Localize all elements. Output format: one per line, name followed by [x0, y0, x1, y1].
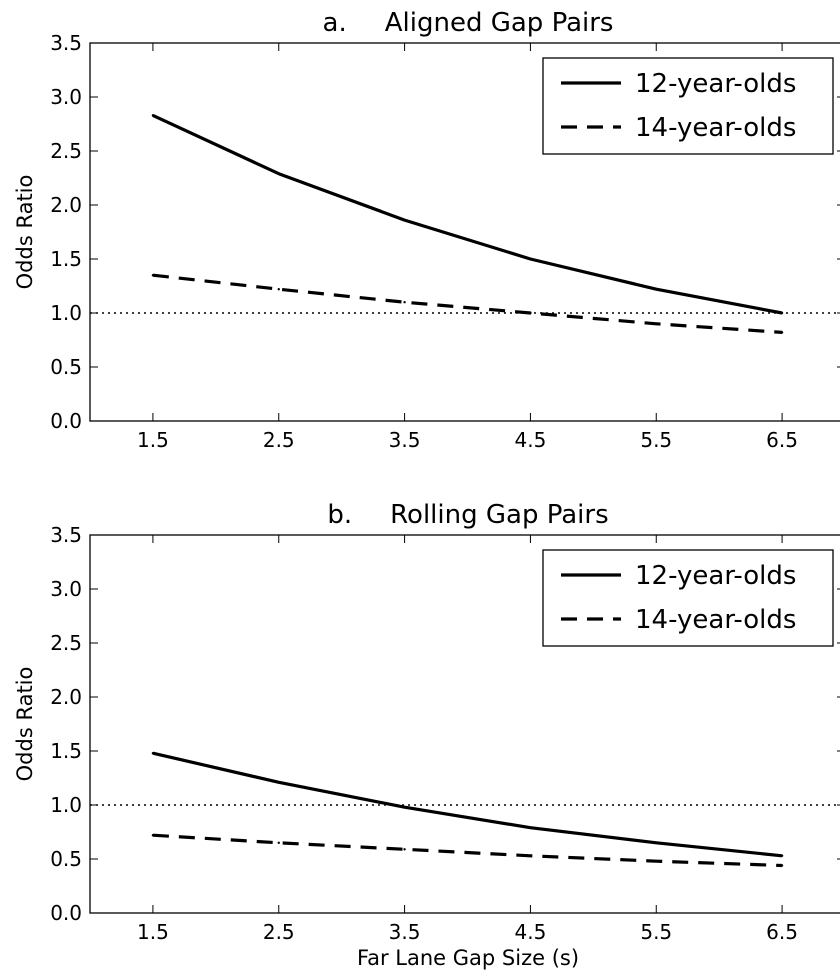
- data-point: [655, 841, 658, 844]
- panel-letter: a.: [323, 8, 347, 38]
- x-tick-label: 2.5: [263, 920, 295, 944]
- panel-title: a. Aligned Gap Pairs: [323, 8, 614, 38]
- y-tick-label: 2.0: [50, 193, 82, 217]
- y-tick-label: 1.0: [50, 301, 82, 325]
- data-point: [403, 218, 406, 222]
- legend-box: [542, 549, 834, 647]
- data-point: [529, 854, 532, 857]
- data-point: [655, 859, 658, 863]
- y-tick-label: 1.5: [50, 247, 82, 271]
- y-tick-label: 3.5: [50, 31, 82, 55]
- legend-label: 14-year-olds: [635, 605, 796, 635]
- series-line-14-year-olds: [152, 273, 783, 334]
- data-point: [403, 805, 406, 809]
- data-point: [529, 311, 532, 315]
- legend: 12-year-olds 14-year-olds: [542, 57, 834, 155]
- y-tick-label: 2.5: [50, 631, 82, 655]
- data-point: [151, 834, 155, 837]
- series-line-12-year-olds: [152, 751, 783, 858]
- panel-title-text: Aligned Gap Pairs: [385, 8, 614, 38]
- legend-box: [542, 57, 834, 155]
- x-tick-label: 3.5: [389, 920, 421, 944]
- data-point: [277, 781, 280, 784]
- y-tick-label: 1.0: [50, 793, 82, 817]
- axes-frame: [89, 534, 840, 914]
- x-tick-label: 5.5: [640, 920, 672, 944]
- y-tick-label: 1.5: [50, 739, 82, 763]
- data-point: [780, 854, 784, 857]
- series-line-12-year-olds: [152, 113, 783, 315]
- data-point: [151, 751, 155, 755]
- x-tick-label: 1.5: [137, 428, 169, 452]
- x-tick-label: 4.5: [515, 428, 547, 452]
- x-tick-label: 6.5: [766, 428, 798, 452]
- legend-label: 12-year-olds: [635, 69, 796, 99]
- x-tick-label: 1.5: [137, 920, 169, 944]
- x-tick-label: 6.5: [766, 920, 798, 944]
- data-point: [151, 274, 155, 277]
- y-axis-label: Odds Ratio: [13, 175, 37, 290]
- panel-b: b. Rolling Gap Pairs 0.0 0.5 1.0 1.5 2.0 2.5 3.0…: [13, 500, 840, 970]
- panel-letter: b.: [327, 500, 352, 530]
- y-tick-label: 2.0: [50, 685, 82, 709]
- data-point: [655, 322, 658, 325]
- y-tick-label: 0.0: [50, 409, 82, 433]
- panel-title: b. Rolling Gap Pairs: [327, 500, 608, 530]
- y-axis-label: Odds Ratio: [13, 667, 37, 782]
- data-point: [780, 331, 784, 334]
- data-point: [277, 288, 280, 291]
- legend-label: 12-year-olds: [635, 561, 796, 591]
- data-point: [151, 114, 155, 117]
- y-tick-label: 0.5: [50, 355, 82, 379]
- legend-label: 14-year-olds: [635, 113, 796, 143]
- x-tick-label: 4.5: [515, 920, 547, 944]
- panel-a: a. Aligned Gap Pairs 0.0 0.5 1.0 1.5 2.0 2.5 3.0…: [13, 8, 840, 452]
- data-point: [655, 288, 658, 291]
- data-point: [403, 848, 406, 851]
- x-tick-label: 2.5: [263, 428, 295, 452]
- axes-frame: [89, 42, 840, 422]
- data-point: [529, 257, 532, 261]
- y-tick-label: 0.0: [50, 901, 82, 925]
- y-tick-label: 0.5: [50, 847, 82, 871]
- y-tick-label: 2.5: [50, 139, 82, 163]
- series-line-14-year-olds: [152, 833, 783, 868]
- data-point: [403, 301, 406, 304]
- data-point: [780, 864, 784, 867]
- data-point: [780, 311, 784, 315]
- data-point: [277, 172, 280, 175]
- x-axis-label: Far Lane Gap Size (s): [357, 946, 579, 970]
- legend: 12-year-olds 14-year-olds: [542, 549, 834, 647]
- y-tick-label: 3.5: [50, 523, 82, 547]
- panel-title-text: Rolling Gap Pairs: [390, 500, 608, 530]
- data-point: [529, 826, 532, 829]
- y-tick-label: 3.0: [50, 577, 82, 601]
- x-tick-label: 3.5: [389, 428, 421, 452]
- data-point: [277, 841, 280, 844]
- y-tick-label: 3.0: [50, 85, 82, 109]
- x-tick-label: 5.5: [640, 428, 672, 452]
